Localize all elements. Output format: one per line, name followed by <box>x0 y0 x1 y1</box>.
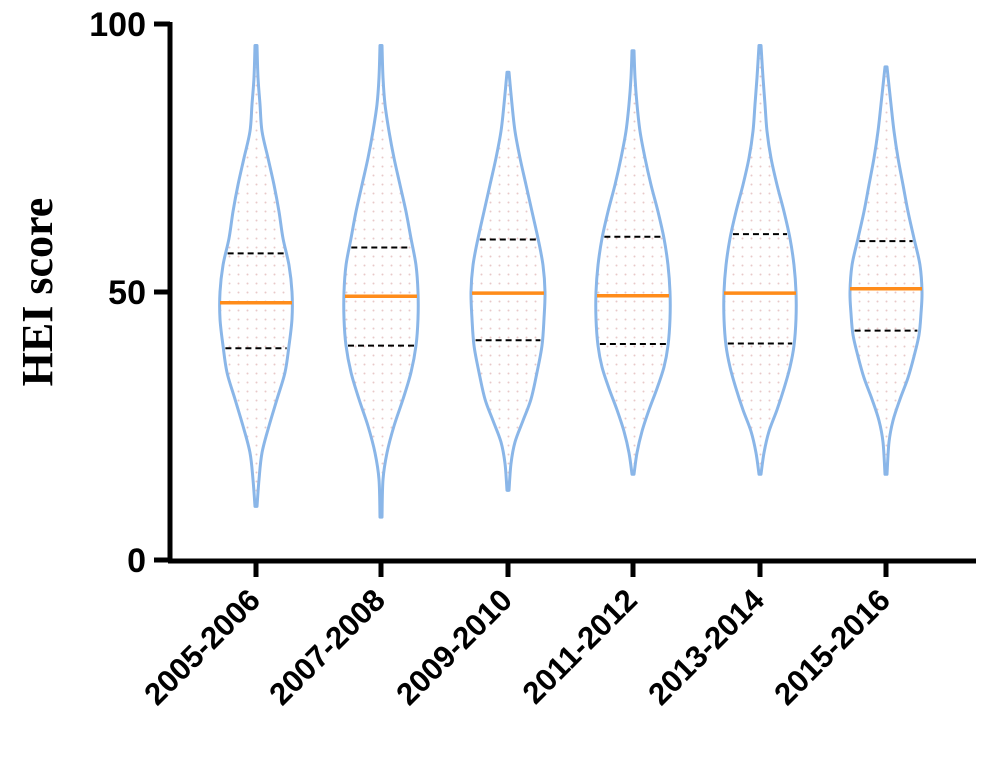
y-tick-label: 50 <box>108 274 146 312</box>
x-tick-label: 2007-2008 <box>262 582 392 712</box>
x-ticks: 2005-20062007-20082009-20102011-20122013… <box>137 561 897 712</box>
violin-body <box>469 70 547 492</box>
y-tick-label: 0 <box>127 542 146 580</box>
violins-layer <box>218 43 924 519</box>
violin-2015-2016 <box>848 65 924 476</box>
y-tick-label: 100 <box>89 6 146 44</box>
x-tick-label: 2013-2014 <box>641 582 771 712</box>
violin-2007-2008 <box>342 43 420 519</box>
y-axis-label: HEI score <box>13 198 62 387</box>
violin-2013-2014 <box>722 43 798 476</box>
violin-body <box>722 43 798 476</box>
x-tick-label: 2015-2016 <box>767 582 897 712</box>
x-tick-label: 2009-2010 <box>389 582 519 712</box>
y-ticks: 0 50 100 <box>89 6 170 580</box>
x-tick-label: 2005-2006 <box>137 582 267 712</box>
violin-2011-2012 <box>594 49 672 476</box>
violin-2005-2006 <box>218 43 294 508</box>
violin-2009-2010 <box>469 70 547 492</box>
violin-body <box>342 43 420 519</box>
x-tick-label: 2011-2012 <box>516 582 644 710</box>
violin-body <box>218 43 294 508</box>
violin-body <box>594 49 672 476</box>
violin-body <box>848 65 924 476</box>
